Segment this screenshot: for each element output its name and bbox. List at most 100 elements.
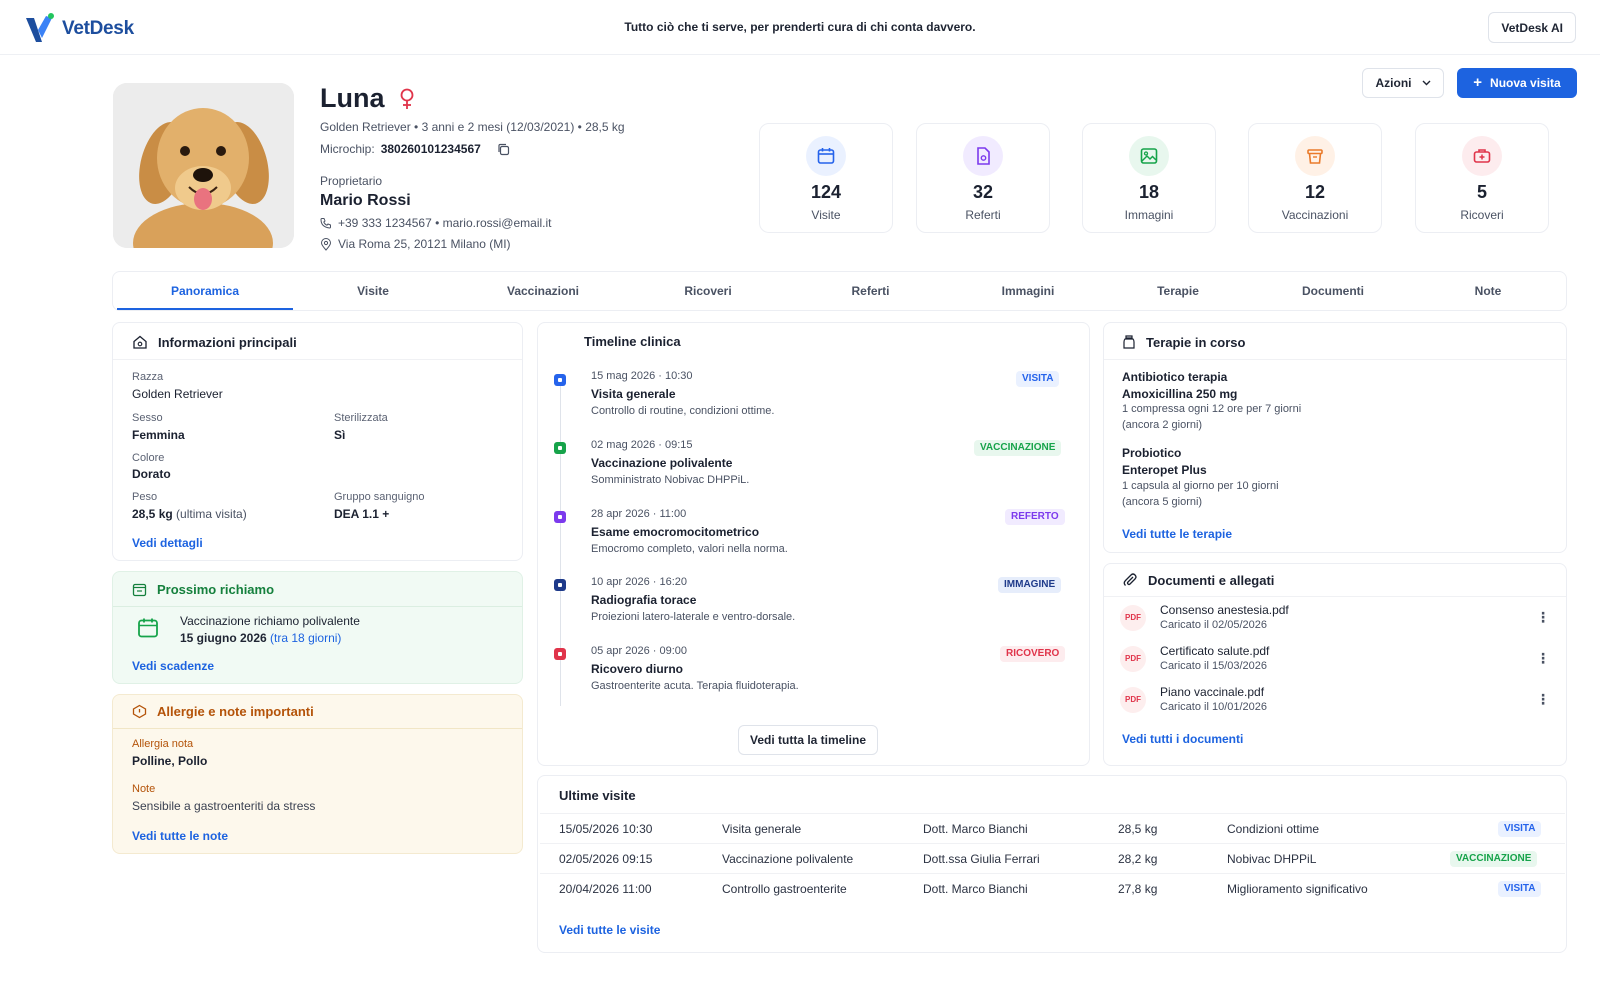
documenti-card-title: Documenti e allegati	[1122, 572, 1274, 588]
actions-label: Azioni	[1375, 76, 1412, 90]
vedi-terapie-link[interactable]: Vedi tutte le terapie	[1122, 527, 1233, 541]
document-name[interactable]: Piano vaccinale.pdf	[1160, 685, 1265, 699]
visit-type: Visita generale	[722, 822, 802, 836]
tab-visite[interactable]: Visite	[357, 284, 389, 298]
tab-ricoveri[interactable]: Ricoveri	[684, 284, 732, 298]
timeline-event-title[interactable]: Ricovero diurno	[591, 662, 684, 676]
tab-immagini[interactable]: Immagini	[1001, 284, 1055, 298]
image-icon	[1129, 136, 1169, 176]
more-vertical-icon[interactable]: ⋮	[1536, 609, 1550, 625]
visit-doctor: Dott.ssa Giulia Ferrari	[923, 852, 1040, 866]
richiamo-days: (tra 18 giorni)	[270, 631, 342, 645]
timeline-event-title[interactable]: Visita generale	[591, 387, 676, 401]
table-row[interactable]: 02/05/2026 09:15 Vaccinazione polivalent…	[540, 843, 1565, 873]
divider	[113, 606, 522, 607]
medical-kit-icon	[1462, 136, 1502, 176]
allergie-card-title: Allergie e note importanti	[132, 704, 314, 719]
gruppo-value: DEA 1.1 +	[334, 507, 390, 521]
document-name[interactable]: Consenso anestesia.pdf	[1160, 603, 1289, 617]
vetdesk-ai-button[interactable]: VetDesk AI	[1488, 12, 1576, 43]
peso-value: 28,5 kg	[132, 507, 173, 521]
visit-weight: 27,8 kg	[1118, 882, 1158, 896]
tab-referti[interactable]: Referti	[851, 284, 890, 298]
new-visit-label: Nuova visita	[1490, 76, 1561, 90]
plus-icon: +	[1473, 74, 1483, 91]
vedi-dettagli-link[interactable]: Vedi dettagli	[132, 536, 203, 550]
location-pin-icon	[320, 237, 332, 251]
document-date: Caricato il 10/01/2026	[1160, 701, 1268, 713]
stat-ricoveri[interactable]: 5 Ricoveri	[1415, 123, 1549, 233]
logo-text: VetDesk	[62, 18, 134, 39]
colore-label: Colore	[132, 452, 165, 464]
badge-ricovero: RICOVERO	[1000, 646, 1066, 662]
stat-value: 124	[810, 182, 842, 202]
timeline-date: 10 apr 2026 · 16:20	[591, 576, 688, 588]
timeline-desc: Controllo di routine, condizioni ottime.	[591, 405, 775, 417]
visit-doctor: Dott. Marco Bianchi	[923, 822, 1028, 836]
new-visit-button[interactable]: + Nuova visita	[1457, 68, 1577, 98]
stat-label: Referti	[965, 208, 1001, 222]
owner-address-row: Via Roma 25, 20121 Milano (MI)	[320, 237, 511, 251]
visit-note: Nobivac DHPPiL	[1227, 852, 1317, 866]
timeline-dot	[554, 579, 566, 591]
warning-icon	[132, 704, 147, 719]
owner-name: Mario Rossi	[320, 192, 411, 209]
vedi-timeline-button[interactable]: Vedi tutta la timeline	[738, 725, 878, 755]
vedi-scadenze-link[interactable]: Vedi scadenze	[132, 659, 215, 673]
stat-referti[interactable]: 32 Referti	[916, 123, 1050, 233]
terapia-dose: 1 capsula al giorno per 10 giorni	[1122, 480, 1279, 492]
timeline-date: 15 mag 2026 · 10:30	[591, 370, 693, 382]
stat-immagini[interactable]: 18 Immagini	[1082, 123, 1216, 233]
sterilizzata-value: Sì	[334, 428, 346, 442]
document-date: Caricato il 02/05/2026	[1160, 619, 1268, 631]
visit-note: Condizioni ottime	[1227, 822, 1320, 836]
terapie-card-title: Terapie in corso	[1122, 334, 1245, 350]
stat-visite[interactable]: 124 Visite	[759, 123, 893, 233]
vedi-visite-link[interactable]: Vedi tutte le visite	[559, 923, 661, 937]
stat-label: Ricoveri	[1460, 208, 1504, 222]
logo[interactable]: VetDesk	[24, 12, 134, 46]
tab-bar: Panoramica Visite Vaccinazioni Ricoveri …	[112, 271, 1567, 311]
top-bar: VetDesk Tutto ciò che ti serve, per pren…	[0, 0, 1600, 55]
patient-photo	[113, 83, 294, 248]
tab-panoramica[interactable]: Panoramica	[117, 272, 293, 310]
chevron-down-icon	[1422, 80, 1430, 86]
vedi-documenti-link[interactable]: Vedi tutti i documenti	[1122, 732, 1244, 746]
divider	[1104, 359, 1566, 360]
timeline-event-title[interactable]: Esame emocromocitometrico	[591, 525, 760, 539]
stat-vaccinazioni[interactable]: 12 Vaccinazioni	[1248, 123, 1382, 233]
pdf-icon: PDF	[1120, 605, 1146, 631]
table-row[interactable]: 20/04/2026 11:00 Controllo gastroenterit…	[540, 873, 1565, 903]
vedi-note-link[interactable]: Vedi tutte le note	[132, 829, 229, 843]
richiamo-date-row: 15 giugno 2026 (tra 18 giorni)	[180, 631, 341, 645]
stat-value: 5	[1476, 182, 1487, 202]
tab-note[interactable]: Note	[1474, 284, 1502, 298]
stat-label: Immagini	[1124, 208, 1174, 222]
timeline-dot	[554, 374, 566, 386]
timeline-event-title[interactable]: Radiografia torace	[591, 593, 697, 607]
paperclip-icon	[1123, 573, 1137, 586]
timeline-dot	[554, 442, 566, 454]
documenti-title: Documenti e allegati	[1148, 572, 1275, 588]
terapia-remaining: (ancora 5 giorni)	[1122, 496, 1203, 508]
owner-address: Via Roma 25, 20121 Milano (MI)	[338, 237, 511, 251]
badge-visita: VISITA	[1016, 371, 1060, 387]
tab-documenti[interactable]: Documenti	[1301, 284, 1364, 298]
more-vertical-icon[interactable]: ⋮	[1536, 650, 1550, 666]
timeline-event-title[interactable]: Vaccinazione polivalente	[591, 456, 733, 470]
microchip-label: Microchip:	[320, 142, 375, 156]
table-row[interactable]: 15/05/2026 10:30 Visita generale Dott. M…	[540, 813, 1565, 843]
more-vertical-icon[interactable]: ⋮	[1536, 691, 1550, 707]
document-name[interactable]: Certificato salute.pdf	[1160, 644, 1270, 658]
owner-phone-email: +39 333 1234567 • mario.rossi@email.it	[338, 216, 552, 230]
copy-icon[interactable]	[497, 143, 510, 156]
richiamo-title: Prossimo richiamo	[157, 582, 275, 597]
tab-terapie[interactable]: Terapie	[1157, 284, 1199, 298]
timeline-desc: Proiezioni latero-laterale e ventro-dors…	[591, 611, 796, 623]
tab-vaccinazioni[interactable]: Vaccinazioni	[506, 284, 580, 298]
richiamo-desc: Vaccinazione richiamo polivalente	[180, 614, 360, 628]
actions-dropdown[interactable]: Azioni	[1362, 68, 1444, 98]
visit-type: Vaccinazione polivalente	[722, 852, 854, 866]
phone-icon	[320, 218, 331, 229]
calendar-icon	[806, 136, 846, 176]
